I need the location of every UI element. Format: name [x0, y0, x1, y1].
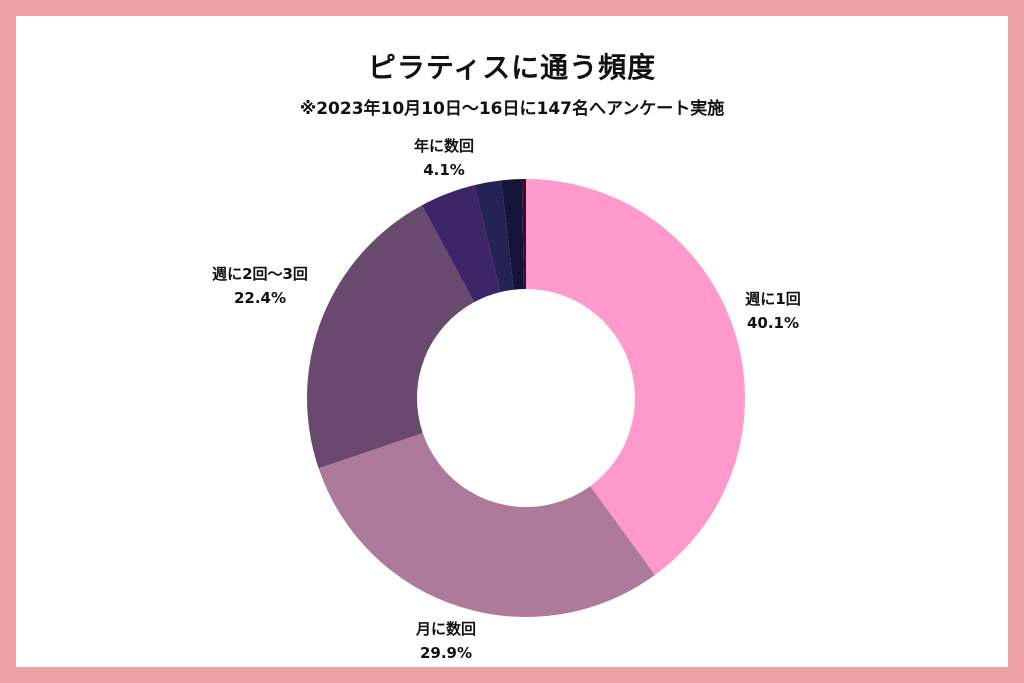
- slice-label: 週に1回: [745, 290, 800, 308]
- slice-value-label: 4.1%: [423, 161, 465, 179]
- slice-value-label: 22.4%: [234, 289, 286, 307]
- donut-chart: 週に1回 40.1% 月に数回 29.9% 週に2回〜3回 22.4% 年に数回 4.1%: [212, 137, 801, 662]
- donut-slice: [474, 180, 514, 293]
- slice-value-label: 40.1%: [747, 314, 799, 332]
- slice-label: 週に2回〜3回: [212, 265, 308, 283]
- donut-slice: [307, 205, 475, 469]
- donut-slice: [318, 433, 655, 617]
- chart-title: ピラティスに通う頻度: [367, 51, 657, 84]
- chart-card: ピラティスに通う頻度 ※2023年10月10日〜16日に147名へアンケート実施…: [16, 16, 1008, 667]
- chart-subtitle: ※2023年10月10日〜16日に147名へアンケート実施: [299, 99, 725, 119]
- donut-slice: [526, 179, 745, 576]
- donut-labels: 週に1回 40.1% 月に数回 29.9% 週に2回〜3回 22.4% 年に数回 4.1%: [212, 137, 801, 662]
- donut-slice: [501, 179, 524, 290]
- donut-slice: [421, 185, 501, 303]
- slice-value-label: 29.9%: [420, 644, 472, 662]
- slice-label: 月に数回: [415, 620, 476, 638]
- donut-slices: [307, 179, 745, 617]
- slice-label: 年に数回: [414, 137, 474, 155]
- donut-slice: [521, 179, 526, 290]
